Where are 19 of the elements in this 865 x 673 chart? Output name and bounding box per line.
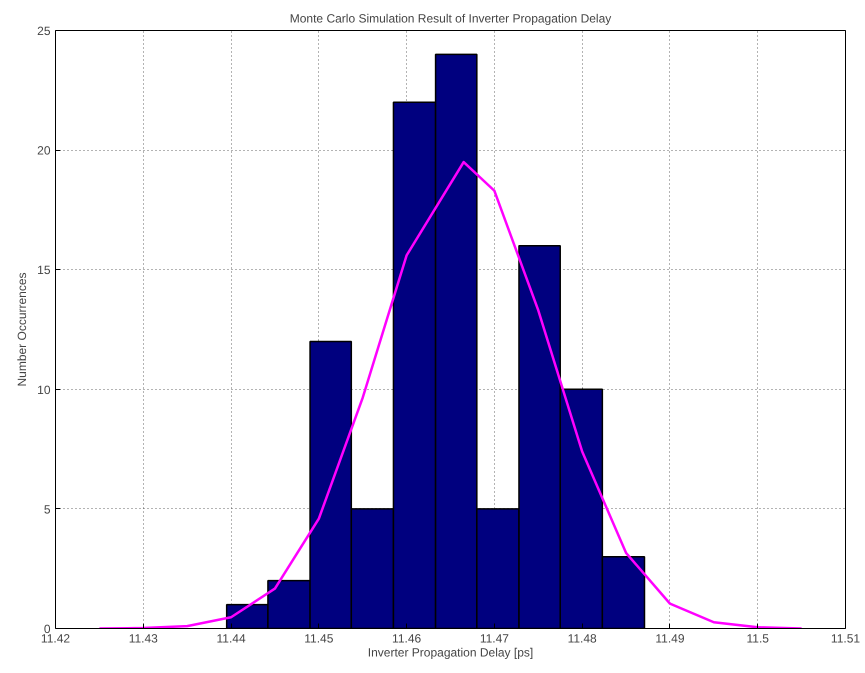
x-tick-label: 11.46 — [392, 632, 422, 646]
y-tick-label: 15 — [37, 263, 51, 278]
x-tick-label: 11.42 — [40, 632, 70, 646]
y-tick-label: 10 — [37, 382, 51, 397]
y-axis-title: Number Occurrences — [15, 272, 30, 387]
x-tick-label: 11.47 — [480, 632, 510, 646]
x-tick-label: 11.43 — [128, 632, 158, 646]
x-tick-label: 11.5 — [746, 632, 770, 646]
chart-title: Monte Carlo Simulation Result of Inverter Propagation Delay — [290, 12, 612, 26]
x-axis-title: Inverter Propagation Delay [ps] — [368, 646, 534, 660]
y-tick-label: 5 — [44, 502, 51, 516]
y-tick-label: 20 — [37, 144, 51, 158]
x-tick-label: 11.45 — [304, 632, 334, 646]
x-tick-label: 11.44 — [216, 632, 246, 646]
x-tick-label: 11.51 — [830, 632, 860, 646]
x-tick-label: 11.49 — [655, 632, 685, 646]
x-tick-label: 11.48 — [568, 632, 598, 646]
line-series — [98, 160, 803, 628]
y-tick-label: 25 — [37, 24, 51, 38]
